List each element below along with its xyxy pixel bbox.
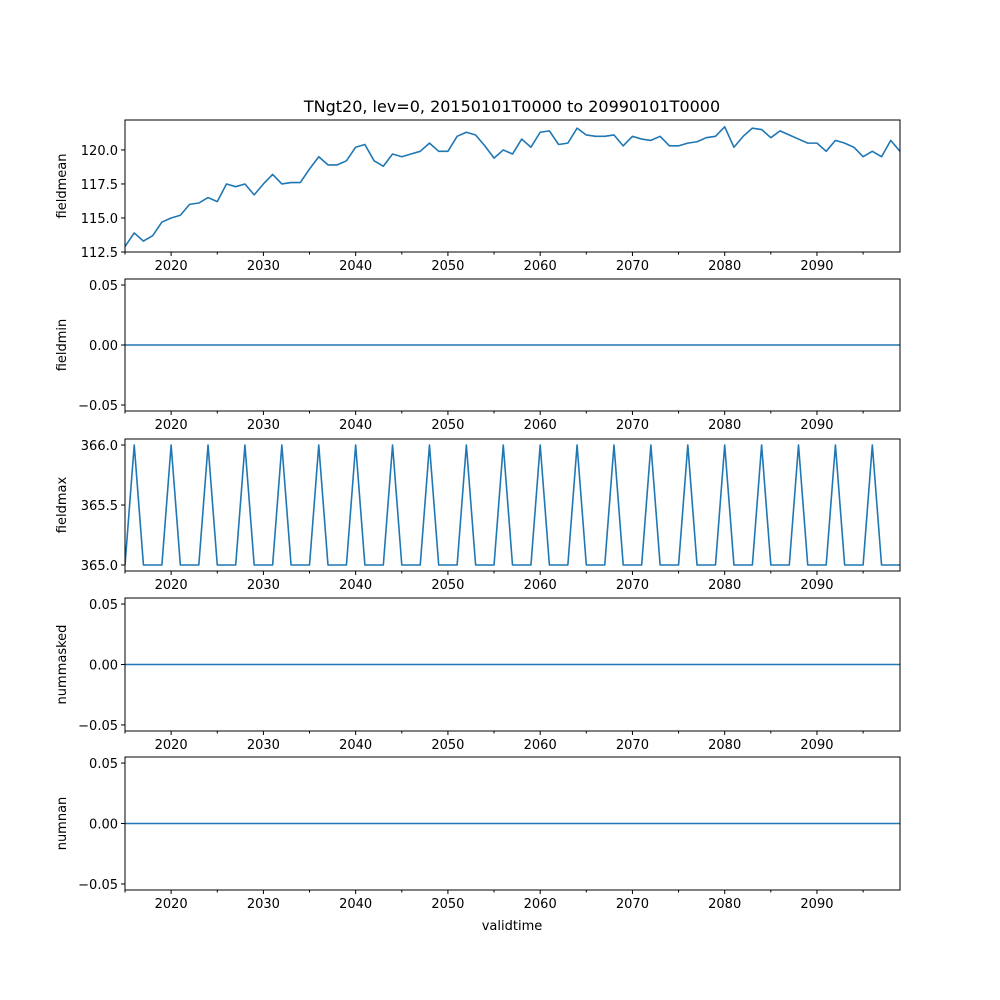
nummasked-x-tick-label: 2020 (155, 738, 188, 753)
fieldmean-x-tick-label: 2030 (247, 259, 280, 274)
fieldmean-series-line (125, 126, 900, 248)
fieldmax-x-tick-label: 2060 (524, 578, 557, 593)
x-axis-label: validtime (482, 919, 543, 934)
fieldmin-y-tick-label: −0.05 (78, 399, 118, 414)
numnan-x-tick-label: 2090 (800, 897, 833, 912)
numnan-y-tick-label: 0.05 (89, 757, 118, 772)
fieldmax-y-axis-label: fieldmax (55, 477, 70, 534)
fieldmean-x-tick-label: 2070 (616, 259, 649, 274)
fieldmean-x-tick-label: 2090 (800, 259, 833, 274)
nummasked-x-tick-label: 2090 (800, 738, 833, 753)
fieldmin-x-tick-label: 2080 (708, 418, 741, 433)
numnan-x-tick-label: 2070 (616, 897, 649, 912)
fieldmean-axes-frame (124, 119, 901, 253)
numnan-x-tick-label: 2060 (524, 897, 557, 912)
fieldmin-x-tick-label: 2060 (524, 418, 557, 433)
fieldmax-series-line (125, 444, 900, 566)
nummasked-x-tick-label: 2080 (708, 738, 741, 753)
panel-nummasked: −0.05 0.00 0.05 nummasked 2020 2030 2040 2050 20… (55, 597, 901, 753)
fieldmax-x-tick-label: 2020 (155, 578, 188, 593)
fieldmean-x-tick-label: 2040 (339, 259, 372, 274)
fieldmin-x-tick-label: 2070 (616, 418, 649, 433)
nummasked-x-tick-label: 2040 (339, 738, 372, 753)
numnan-x-tick-label: 2020 (155, 897, 188, 912)
panel-fieldmax: 365.0 365.5 366.0 fieldmax 2020 2030 2040 2050 2… (55, 438, 901, 593)
fieldmean-x-tick-label: 2020 (155, 259, 188, 274)
fieldmin-y-tick-label: 0.05 (89, 279, 118, 294)
panel-numnan: −0.05 0.00 0.05 numnan 2020 2030 2040 2050 2060 2… (55, 756, 901, 912)
nummasked-y-tick-label: −0.05 (78, 719, 118, 734)
fieldmin-x-tick-label: 2030 (247, 418, 280, 433)
nummasked-y-tick-label: 0.00 (89, 659, 118, 674)
fieldmax-x-tick-label: 2090 (800, 578, 833, 593)
fieldmin-x-tick-label: 2040 (339, 418, 372, 433)
fieldmin-y-tick-label: 0.00 (89, 339, 118, 354)
fieldmax-x-tick-label: 2080 (708, 578, 741, 593)
nummasked-x-tick-label: 2050 (431, 738, 464, 753)
numnan-y-axis-label: numnan (55, 797, 70, 851)
subplot-stack: 112.5 115.0 117.5 120.0 fieldmean 2020 2030 204… (55, 119, 901, 912)
fieldmax-x-tick-label: 2030 (247, 578, 280, 593)
fieldmean-y-tick-label: 112.5 (81, 246, 118, 261)
fieldmean-y-tick-label: 117.5 (81, 178, 118, 193)
numnan-y-tick-label: −0.05 (78, 878, 118, 893)
nummasked-x-tick-label: 2070 (616, 738, 649, 753)
fieldmin-x-tick-label: 2020 (155, 418, 188, 433)
fieldmax-y-tick-label: 366.0 (81, 439, 118, 454)
fieldmean-y-tick-label: 115.0 (81, 212, 118, 227)
panel-fieldmean: 112.5 115.0 117.5 120.0 fieldmean 2020 2030 204… (55, 119, 901, 274)
nummasked-y-tick-label: 0.05 (89, 598, 118, 613)
fieldmean-y-tick-label: 120.0 (81, 144, 118, 159)
numnan-x-tick-label: 2080 (708, 897, 741, 912)
fieldmean-x-tick-label: 2080 (708, 259, 741, 274)
numnan-x-tick-label: 2050 (431, 897, 464, 912)
fieldmax-x-tick-label: 2050 (431, 578, 464, 593)
fieldmax-y-tick-label: 365.5 (81, 499, 118, 514)
fieldmax-y-tick-label: 365.0 (81, 559, 118, 574)
numnan-y-tick-label: 0.00 (89, 818, 118, 833)
nummasked-x-tick-label: 2060 (524, 738, 557, 753)
fieldmean-x-tick-label: 2060 (524, 259, 557, 274)
fieldmean-y-axis-label: fieldmean (55, 154, 70, 219)
fieldmax-x-tick-label: 2070 (616, 578, 649, 593)
numnan-x-tick-label: 2030 (247, 897, 280, 912)
fieldmean-x-tick-label: 2050 (431, 259, 464, 274)
nummasked-x-tick-label: 2030 (247, 738, 280, 753)
fieldmin-x-tick-label: 2090 (800, 418, 833, 433)
chart-title: TNgt20, lev=0, 20150101T0000 to 20990101… (303, 97, 720, 116)
fieldmin-y-axis-label: fieldmin (55, 319, 70, 372)
nummasked-y-axis-label: nummasked (55, 625, 70, 705)
fieldmax-x-tick-label: 2040 (339, 578, 372, 593)
panel-fieldmin: −0.05 0.00 0.05 fieldmin 2020 2030 2040 2050 206… (55, 278, 901, 433)
numnan-x-tick-label: 2040 (339, 897, 372, 912)
fieldmin-x-tick-label: 2050 (431, 418, 464, 433)
